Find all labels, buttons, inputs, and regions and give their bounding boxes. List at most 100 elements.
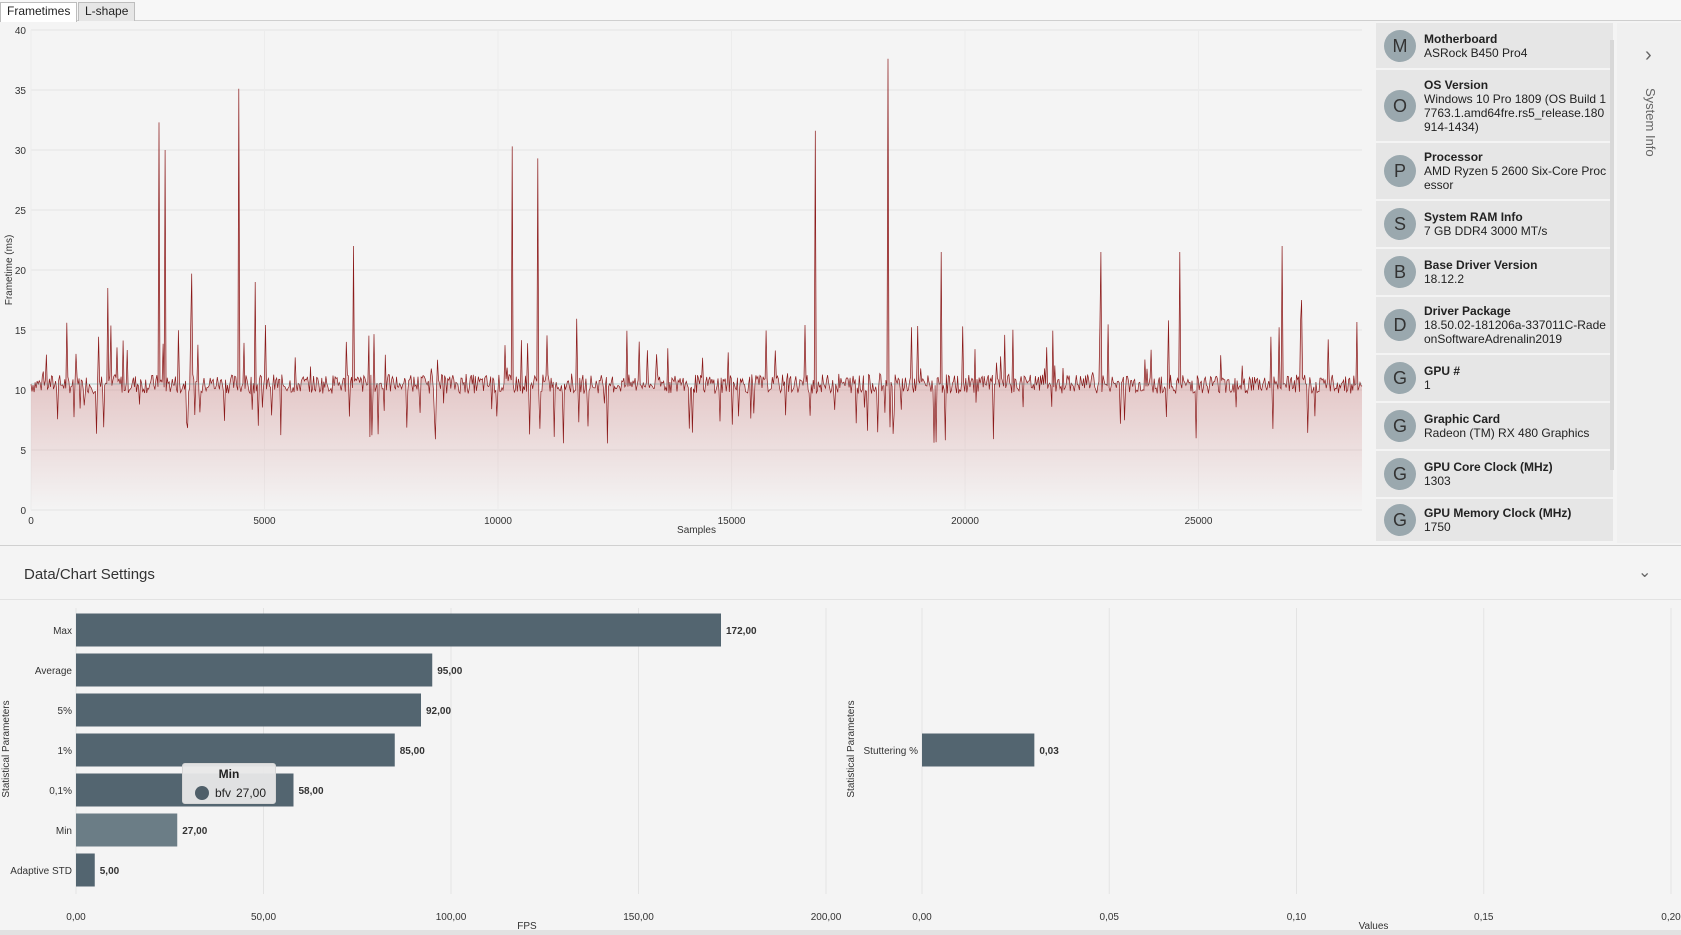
system-info-title: Driver Package <box>1424 304 1511 318</box>
tooltip-series: bfv <box>215 786 232 800</box>
statistics-chart[interactable]: 0,00 50,00 100,00 150,00 200,00 FPS Statistica… <box>0 600 845 930</box>
system-info-title: Processor <box>1424 150 1483 164</box>
bar <box>76 853 95 887</box>
category-label: Adaptive STD <box>10 866 72 877</box>
x-tick-label: 200,00 <box>811 912 842 923</box>
system-info-text: GPU Memory Clock (MHz) 1750 <box>1424 506 1607 534</box>
y-tick-label: 5 <box>20 446 26 457</box>
avatar-icon: D <box>1384 309 1416 341</box>
system-info-scrollbar[interactable] <box>1610 40 1614 470</box>
settings-bar[interactable]: Data/Chart Settings ⌄ <box>0 546 1681 600</box>
y-axis-label: Statistical Parameters <box>1 700 12 797</box>
x-tick-label: 150,00 <box>623 912 654 923</box>
system-info-text: Base Driver Version 18.12.2 <box>1424 258 1607 286</box>
avatar-icon: S <box>1384 208 1416 240</box>
system-info-item[interactable]: P Processor AMD Ryzen 5 2600 Six-Core Proc… <box>1376 143 1613 201</box>
y-tick-label: 40 <box>15 26 27 37</box>
chevron-down-icon[interactable]: ⌄ <box>1638 564 1652 581</box>
y-tick-label: 20 <box>15 266 27 277</box>
x-tick-label: 0,20 <box>1661 912 1681 923</box>
system-info-title: GPU # <box>1424 364 1461 378</box>
x-tick-label: 0 <box>28 516 34 527</box>
system-info-title: OS Version <box>1424 77 1489 92</box>
x-tick-label: 25000 <box>1185 516 1213 527</box>
system-info-label[interactable]: System Info <box>1643 88 1658 157</box>
avatar-icon: P <box>1384 155 1416 187</box>
system-info-text: Processor AMD Ryzen 5 2600 Six-Core Proce… <box>1424 150 1607 192</box>
y-tick-label: 30 <box>15 146 27 157</box>
x-tick-label: 10000 <box>484 516 512 527</box>
category-label: Min <box>56 826 72 837</box>
bar <box>76 653 433 687</box>
bar <box>76 733 395 767</box>
avatar-icon: G <box>1384 458 1416 490</box>
y-tick-label: 0 <box>20 506 26 517</box>
value-label: 0,03 <box>1039 746 1059 757</box>
system-info-value: Windows 10 Pro 1809 (OS Build 17763.1.am… <box>1424 91 1607 134</box>
system-info-title: Graphic Card <box>1424 412 1501 426</box>
bar <box>76 613 721 647</box>
stuttering-chart[interactable]: 0,00 0,05 0,10 0,15 0,20 Values Statistical Pa… <box>845 600 1681 930</box>
system-info-side-panel[interactable] <box>1617 23 1681 543</box>
chevron-right-icon[interactable]: › <box>1645 44 1652 66</box>
y-tick-label: 10 <box>15 386 27 397</box>
tab-l-shape[interactable]: L-shape <box>78 2 136 21</box>
system-info-text: Driver Package 18.50.02-181206a-337011C-R… <box>1424 304 1607 346</box>
system-info-item[interactable]: S System RAM Info 7 GB DDR4 3000 MT/s <box>1376 201 1613 249</box>
value-label: 95,00 <box>437 666 462 677</box>
x-axis-label: FPS <box>517 921 537 930</box>
tab-bar: Frametimes L-shape <box>0 0 1681 22</box>
tooltip-value: 27,00 <box>236 786 267 800</box>
x-tick-label: 0,00 <box>66 912 86 923</box>
x-tick-label: 15000 <box>718 516 746 527</box>
system-info-item[interactable]: O OS Version Windows 10 Pro 1809 (OS Build… <box>1376 70 1613 143</box>
system-info-text: System RAM Info 7 GB DDR4 3000 MT/s <box>1424 210 1607 238</box>
system-info-title: System RAM Info <box>1424 210 1523 224</box>
frametime-chart[interactable]: 0 5 10 15 20 25 30 35 40 0 5000 10000 15000 20000 2500… <box>0 22 1370 544</box>
system-info-list[interactable]: M Motherboard ASRock B450 Pro4 O OS Version W… <box>1376 23 1613 543</box>
system-info-value: 1303 <box>1424 474 1451 488</box>
x-tick-label: 0,10 <box>1287 912 1307 923</box>
system-info-text: Motherboard ASRock B450 Pro4 <box>1424 32 1607 60</box>
system-info-value: 7 GB DDR4 3000 MT/s <box>1424 224 1548 238</box>
system-info-title: Motherboard <box>1424 31 1498 46</box>
x-tick-label: 20000 <box>951 516 979 527</box>
value-label: 27,00 <box>182 826 207 837</box>
system-info-text: Graphic Card Radeon (TM) RX 480 Graphics <box>1424 412 1607 440</box>
chart-tooltip: Min bfv 27,00 <box>182 763 276 804</box>
system-info-item[interactable]: G GPU #1 <box>1376 355 1613 403</box>
category-label: Stuttering % <box>864 746 919 757</box>
system-info-item[interactable]: G Graphic Card Radeon (TM) RX 480 Graphics <box>1376 403 1613 451</box>
system-info-item[interactable]: G GPU Memory Clock (MHz) 1750 <box>1376 499 1613 543</box>
value-label: 5,00 <box>100 866 120 877</box>
system-info-item[interactable]: M Motherboard ASRock B450 Pro4 <box>1376 23 1613 70</box>
value-label: 58,00 <box>299 786 324 797</box>
system-info-value: 18.12.2 <box>1424 272 1465 286</box>
frametime-series-line <box>30 58 1363 444</box>
avatar-icon: B <box>1384 256 1416 288</box>
system-info-title: GPU Memory Clock (MHz) <box>1424 506 1572 520</box>
x-tick-label: 0,00 <box>912 912 932 923</box>
system-info-value: 18.50.02-181206a-337011C-RadeonSoftwareA… <box>1424 318 1606 346</box>
category-label: 5% <box>58 706 73 717</box>
x-axis-label: Samples <box>677 525 716 536</box>
category-label: 0,1% <box>49 786 72 797</box>
avatar-icon: G <box>1384 362 1416 394</box>
system-info-value: AMD Ryzen 5 2600 Six-Core Processor <box>1424 164 1607 192</box>
y-tick-label: 35 <box>15 86 27 97</box>
tab-frametimes[interactable]: Frametimes <box>0 2 78 22</box>
avatar-icon: G <box>1384 410 1416 442</box>
frametime-area <box>31 58 1362 511</box>
system-info-item[interactable]: G GPU Core Clock (MHz) 1303 <box>1376 451 1613 499</box>
x-tick-label: 100,00 <box>436 912 467 923</box>
system-info-value: 1750 <box>1424 520 1451 534</box>
tooltip-title: Min <box>218 767 240 781</box>
y-tick-label: 25 <box>15 206 27 217</box>
avatar-icon: M <box>1384 29 1416 62</box>
bar <box>76 813 178 847</box>
system-info-item[interactable]: B Base Driver Version 18.12.2 <box>1376 249 1613 297</box>
system-info-value: 1 <box>1424 378 1431 392</box>
x-tick-label: 0,05 <box>1100 912 1120 923</box>
category-label: Average <box>35 666 73 677</box>
system-info-item[interactable]: D Driver Package 18.50.02-181206a-337011C-… <box>1376 297 1613 355</box>
